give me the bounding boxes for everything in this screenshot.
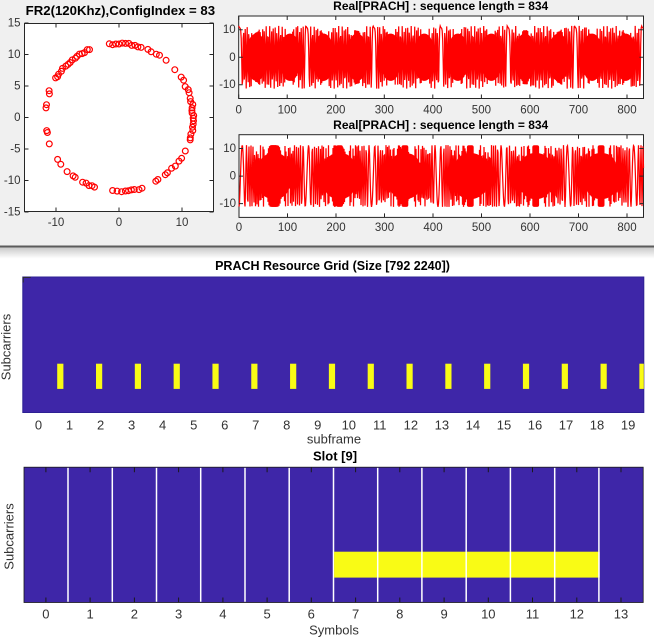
svg-text:6: 6: [221, 418, 228, 433]
svg-text:400: 400: [423, 222, 442, 234]
svg-text:13: 13: [435, 418, 449, 433]
svg-text:-10: -10: [219, 79, 236, 91]
svg-text:Real[PRACH] : sequence length: Real[PRACH] : sequence length = 834: [333, 0, 548, 13]
svg-text:PRACH Resource Grid (Size [792: PRACH Resource Grid (Size [792 2240]): [215, 259, 450, 273]
svg-text:2: 2: [131, 607, 138, 622]
svg-text:-10: -10: [4, 175, 21, 187]
svg-text:Symbols: Symbols: [309, 623, 359, 638]
svg-text:0: 0: [236, 222, 242, 234]
svg-text:200: 200: [326, 104, 345, 116]
svg-text:1: 1: [66, 418, 73, 433]
svg-text:10: 10: [223, 24, 236, 36]
svg-text:0: 0: [14, 112, 20, 124]
svg-text:-10: -10: [219, 198, 236, 210]
svg-text:subframe: subframe: [307, 431, 361, 446]
svg-text:FR2(120Khz),ConfigIndex = 83: FR2(120Khz),ConfigIndex = 83: [26, 3, 215, 18]
svg-text:12: 12: [570, 607, 584, 622]
svg-text:10: 10: [481, 607, 495, 622]
svg-text:Real[PRACH] : sequence length: Real[PRACH] : sequence length = 834: [333, 118, 548, 132]
svg-text:4: 4: [219, 607, 226, 622]
svg-text:7: 7: [352, 607, 359, 622]
svg-text:3: 3: [175, 607, 182, 622]
svg-text:100: 100: [278, 222, 297, 234]
svg-text:100: 100: [278, 104, 297, 116]
svg-text:700: 700: [569, 104, 588, 116]
svg-text:5: 5: [14, 81, 20, 93]
svg-text:8: 8: [396, 607, 403, 622]
svg-text:7: 7: [252, 418, 259, 433]
svg-text:400: 400: [423, 104, 442, 116]
svg-text:500: 500: [472, 104, 491, 116]
svg-text:300: 300: [375, 222, 394, 234]
svg-text:15: 15: [8, 18, 21, 30]
svg-text:-10: -10: [48, 217, 65, 229]
svg-text:3: 3: [128, 418, 135, 433]
svg-text:5: 5: [190, 418, 197, 433]
svg-text:0: 0: [116, 217, 122, 229]
svg-text:1: 1: [86, 607, 93, 622]
svg-text:11: 11: [526, 607, 540, 622]
svg-text:18: 18: [590, 418, 604, 433]
svg-text:Subcarriers: Subcarriers: [1, 503, 16, 570]
svg-text:9: 9: [314, 418, 321, 433]
svg-text:16: 16: [528, 418, 542, 433]
svg-text:12: 12: [404, 418, 418, 433]
svg-text:800: 800: [617, 222, 636, 234]
svg-text:6: 6: [308, 607, 315, 622]
svg-text:0: 0: [42, 607, 49, 622]
svg-text:0: 0: [230, 171, 236, 183]
svg-text:10: 10: [8, 49, 21, 61]
svg-text:4: 4: [159, 418, 166, 433]
svg-text:200: 200: [326, 222, 345, 234]
svg-text:-15: -15: [4, 207, 21, 219]
svg-text:Slot [9]: Slot [9]: [313, 449, 357, 464]
svg-text:2: 2: [97, 418, 104, 433]
svg-text:600: 600: [520, 104, 539, 116]
svg-text:Subcarriers: Subcarriers: [0, 313, 14, 380]
svg-text:17: 17: [559, 418, 573, 433]
svg-text:300: 300: [375, 104, 394, 116]
svg-text:0: 0: [35, 418, 42, 433]
svg-text:10: 10: [176, 217, 189, 229]
svg-text:9: 9: [440, 607, 447, 622]
svg-text:700: 700: [569, 222, 588, 234]
svg-text:800: 800: [617, 104, 636, 116]
svg-text:15: 15: [497, 418, 511, 433]
svg-text:-5: -5: [10, 144, 20, 156]
svg-text:8: 8: [283, 418, 290, 433]
svg-text:0: 0: [229, 52, 235, 64]
svg-text:0: 0: [235, 104, 241, 116]
svg-text:500: 500: [472, 222, 491, 234]
svg-text:19: 19: [621, 418, 635, 433]
svg-text:13: 13: [614, 607, 628, 622]
svg-text:10: 10: [223, 143, 236, 155]
svg-text:5: 5: [263, 607, 270, 622]
svg-text:600: 600: [520, 222, 539, 234]
svg-text:11: 11: [373, 418, 387, 433]
svg-text:10: 10: [342, 418, 356, 433]
svg-text:14: 14: [466, 418, 480, 433]
